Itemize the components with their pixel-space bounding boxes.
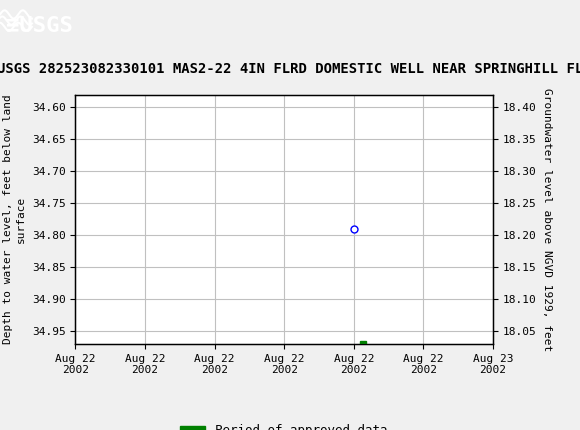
Legend: Period of approved data: Period of approved data [176, 420, 393, 430]
Y-axis label: Depth to water level, feet below land
surface: Depth to water level, feet below land su… [3, 95, 26, 344]
Text: USGS 282523082330101 MAS2-22 4IN FLRD DOMESTIC WELL NEAR SPRINGHILL FL: USGS 282523082330101 MAS2-22 4IN FLRD DO… [0, 62, 580, 76]
Y-axis label: Groundwater level above NGVD 1929, feet: Groundwater level above NGVD 1929, feet [542, 88, 552, 351]
Text: ≡USGS: ≡USGS [6, 16, 72, 36]
